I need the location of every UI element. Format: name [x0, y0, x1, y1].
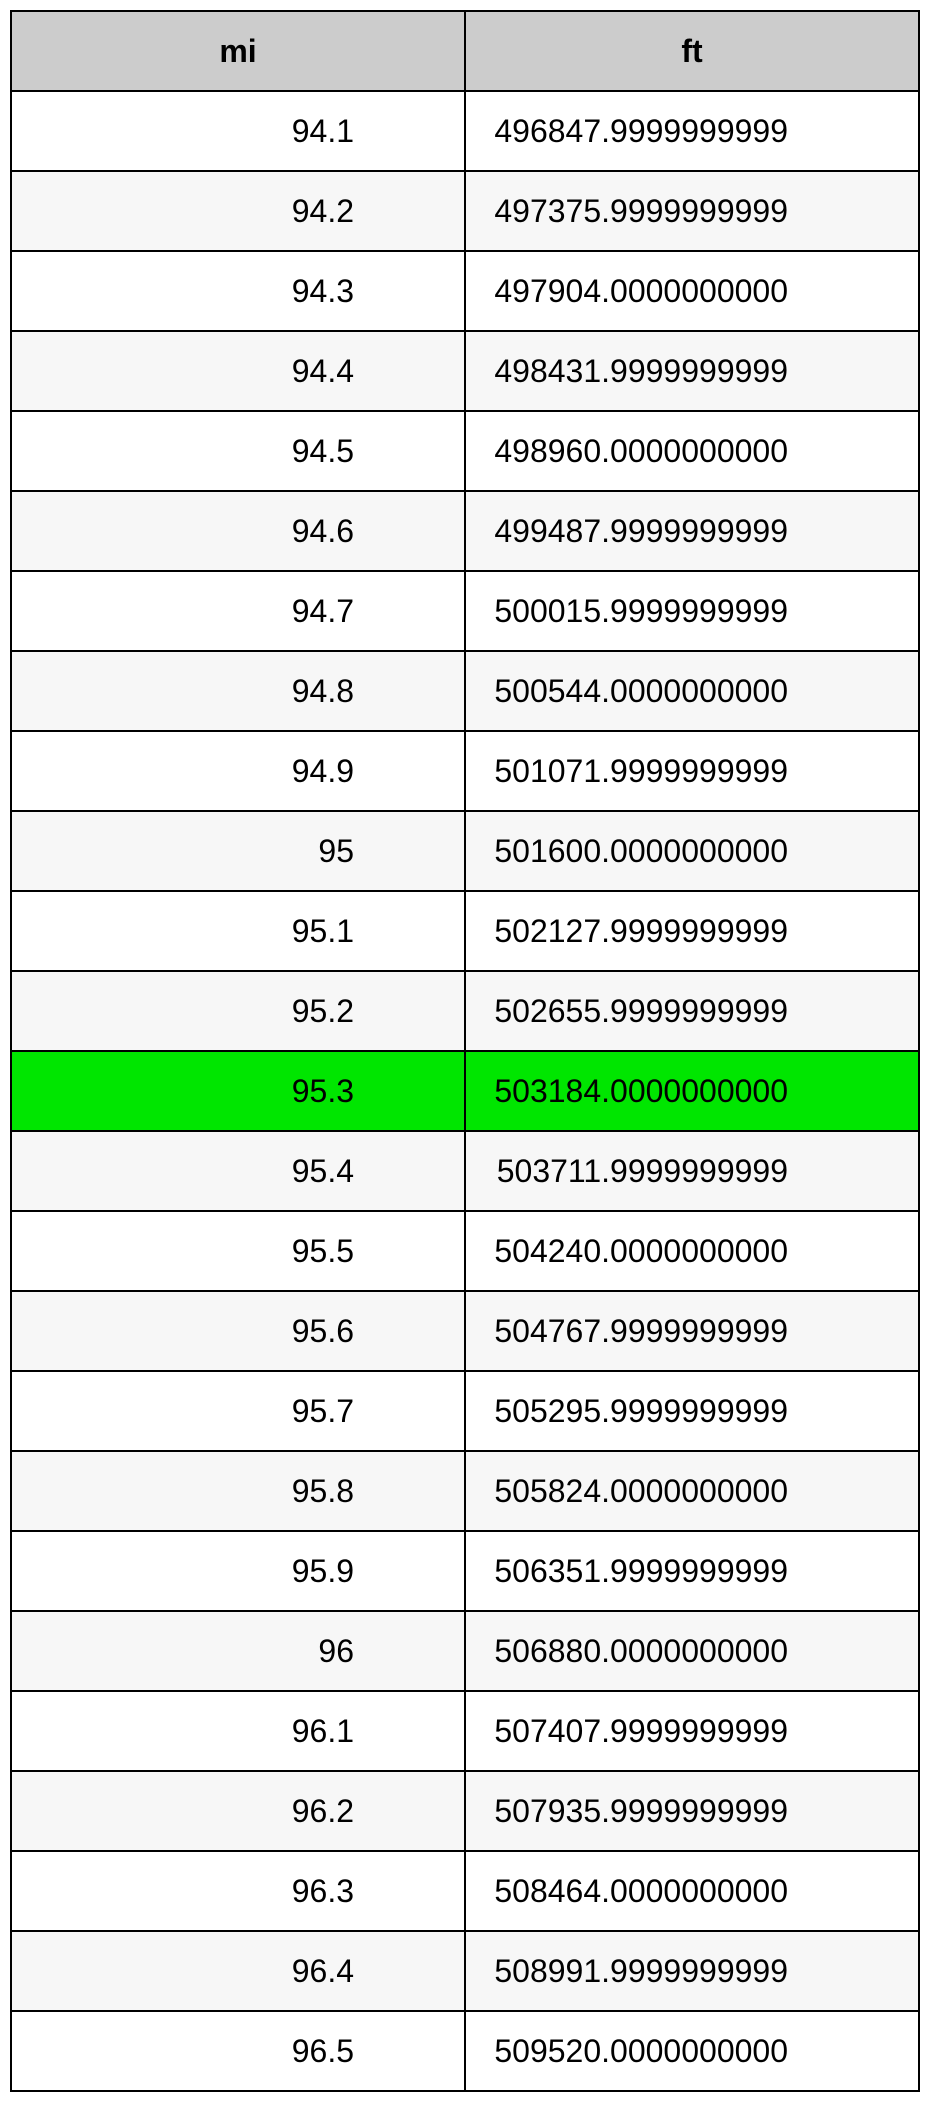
table-row: 96506880.0000000000: [11, 1611, 919, 1691]
cell-ft: 501071.9999999999: [465, 731, 919, 811]
cell-ft: 503711.9999999999: [465, 1131, 919, 1211]
cell-mi: 95.4: [11, 1131, 465, 1211]
cell-ft: 505824.0000000000: [465, 1451, 919, 1531]
cell-mi: 95: [11, 811, 465, 891]
table-row: 94.6499487.9999999999: [11, 491, 919, 571]
cell-mi: 95.2: [11, 971, 465, 1051]
cell-mi: 96.5: [11, 2011, 465, 2091]
cell-ft: 504240.0000000000: [465, 1211, 919, 1291]
table-row: 94.3497904.0000000000: [11, 251, 919, 331]
cell-ft: 499487.9999999999: [465, 491, 919, 571]
table-header-row: mi ft: [11, 11, 919, 91]
table-row: 96.1507407.9999999999: [11, 1691, 919, 1771]
cell-ft: 500015.9999999999: [465, 571, 919, 651]
table-row: 95.3503184.0000000000: [11, 1051, 919, 1131]
cell-ft: 508991.9999999999: [465, 1931, 919, 2011]
cell-mi: 94.5: [11, 411, 465, 491]
cell-ft: 500544.0000000000: [465, 651, 919, 731]
cell-ft: 497904.0000000000: [465, 251, 919, 331]
table-row: 96.4508991.9999999999: [11, 1931, 919, 2011]
cell-ft: 505295.9999999999: [465, 1371, 919, 1451]
table-row: 95.1502127.9999999999: [11, 891, 919, 971]
table-row: 94.9501071.9999999999: [11, 731, 919, 811]
cell-mi: 95.1: [11, 891, 465, 971]
table-row: 94.7500015.9999999999: [11, 571, 919, 651]
cell-mi: 96.1: [11, 1691, 465, 1771]
table-row: 96.2507935.9999999999: [11, 1771, 919, 1851]
table-row: 95501600.0000000000: [11, 811, 919, 891]
cell-ft: 507935.9999999999: [465, 1771, 919, 1851]
cell-ft: 501600.0000000000: [465, 811, 919, 891]
cell-ft: 504767.9999999999: [465, 1291, 919, 1371]
cell-mi: 96: [11, 1611, 465, 1691]
cell-mi: 94.1: [11, 91, 465, 171]
table-row: 95.9506351.9999999999: [11, 1531, 919, 1611]
cell-mi: 94.2: [11, 171, 465, 251]
cell-ft: 498960.0000000000: [465, 411, 919, 491]
table-row: 94.4498431.9999999999: [11, 331, 919, 411]
cell-mi: 95.6: [11, 1291, 465, 1371]
cell-ft: 497375.9999999999: [465, 171, 919, 251]
cell-ft: 506351.9999999999: [465, 1531, 919, 1611]
cell-ft: 502127.9999999999: [465, 891, 919, 971]
table-row: 95.4503711.9999999999: [11, 1131, 919, 1211]
cell-mi: 95.8: [11, 1451, 465, 1531]
cell-mi: 94.7: [11, 571, 465, 651]
cell-mi: 96.4: [11, 1931, 465, 2011]
cell-mi: 94.3: [11, 251, 465, 331]
table-row: 94.5498960.0000000000: [11, 411, 919, 491]
cell-mi: 96.2: [11, 1771, 465, 1851]
cell-mi: 94.9: [11, 731, 465, 811]
cell-ft: 503184.0000000000: [465, 1051, 919, 1131]
cell-ft: 508464.0000000000: [465, 1851, 919, 1931]
cell-mi: 94.6: [11, 491, 465, 571]
cell-ft: 507407.9999999999: [465, 1691, 919, 1771]
cell-ft: 496847.9999999999: [465, 91, 919, 171]
conversion-table: mi ft 94.1496847.999999999994.2497375.99…: [10, 10, 920, 2092]
table-row: 95.6504767.9999999999: [11, 1291, 919, 1371]
cell-mi: 94.4: [11, 331, 465, 411]
table-row: 94.8500544.0000000000: [11, 651, 919, 731]
cell-mi: 96.3: [11, 1851, 465, 1931]
cell-mi: 95.3: [11, 1051, 465, 1131]
cell-mi: 95.7: [11, 1371, 465, 1451]
cell-ft: 502655.9999999999: [465, 971, 919, 1051]
column-header-mi: mi: [11, 11, 465, 91]
cell-mi: 94.8: [11, 651, 465, 731]
table-row: 94.1496847.9999999999: [11, 91, 919, 171]
cell-mi: 95.9: [11, 1531, 465, 1611]
table-row: 96.5509520.0000000000: [11, 2011, 919, 2091]
table-body: 94.1496847.999999999994.2497375.99999999…: [11, 91, 919, 2091]
table-row: 96.3508464.0000000000: [11, 1851, 919, 1931]
table-row: 95.7505295.9999999999: [11, 1371, 919, 1451]
table-row: 95.5504240.0000000000: [11, 1211, 919, 1291]
table-row: 95.8505824.0000000000: [11, 1451, 919, 1531]
cell-ft: 506880.0000000000: [465, 1611, 919, 1691]
table-row: 94.2497375.9999999999: [11, 171, 919, 251]
cell-ft: 509520.0000000000: [465, 2011, 919, 2091]
column-header-ft: ft: [465, 11, 919, 91]
cell-mi: 95.5: [11, 1211, 465, 1291]
table-row: 95.2502655.9999999999: [11, 971, 919, 1051]
cell-ft: 498431.9999999999: [465, 331, 919, 411]
